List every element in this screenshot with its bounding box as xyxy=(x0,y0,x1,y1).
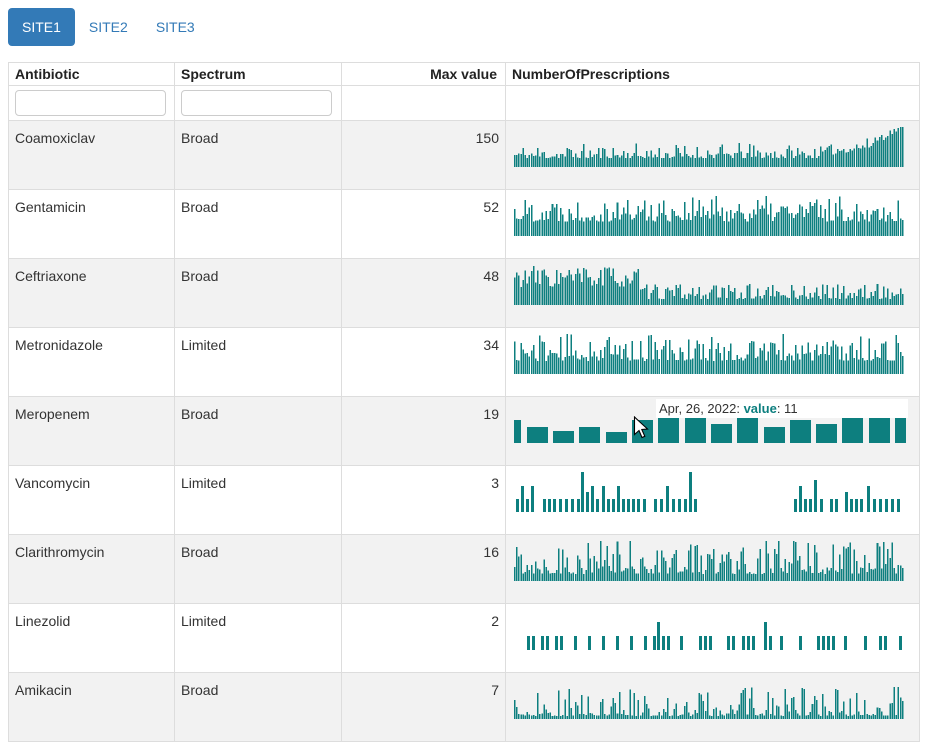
max-value-cell: 150 xyxy=(341,120,506,190)
sparkline-cell xyxy=(505,603,920,673)
antibiotic-cell: Coamoxiclav xyxy=(8,120,175,190)
prescriptions-sparkline[interactable] xyxy=(514,610,908,651)
table-row: Linezolid Limited 2 xyxy=(8,603,920,673)
table-row: Metronidazole Limited 34 xyxy=(8,327,920,397)
antibiotic-cell: Clarithromycin xyxy=(8,534,175,604)
table-row: Ceftriaxone Broad 48 xyxy=(8,258,920,328)
column-header-spectrum[interactable]: Spectrum xyxy=(174,62,342,86)
spectrum-cell: Broad xyxy=(174,120,342,190)
spectrum-cell: Broad xyxy=(174,189,342,259)
antibiotic-cell: Ceftriaxone xyxy=(8,258,175,328)
prescriptions-sparkline[interactable] xyxy=(514,472,908,513)
spectrum-cell: Broad xyxy=(174,396,342,466)
column-header-max-value[interactable]: Max value xyxy=(341,62,506,86)
max-value-cell: 3 xyxy=(341,465,506,535)
mouse-cursor-icon xyxy=(633,416,649,439)
prescriptions-sparkline[interactable] xyxy=(514,127,908,168)
column-header-prescriptions[interactable]: NumberOfPrescriptions xyxy=(505,62,920,86)
prescriptions-sparkline[interactable] xyxy=(514,541,908,582)
table-row: Vancomycin Limited 3 xyxy=(8,465,920,535)
filter-cell-empty xyxy=(505,85,920,121)
prescriptions-sparkline[interactable] xyxy=(514,679,908,720)
sparkline-tooltip: Apr, 26, 2022: value: 11 xyxy=(656,399,908,418)
spectrum-cell: Broad xyxy=(174,534,342,604)
antibiotic-cell: Vancomycin xyxy=(8,465,175,535)
tab-site2[interactable]: SITE2 xyxy=(88,19,128,35)
sparkline-cell xyxy=(505,120,920,190)
sparkline-cell xyxy=(505,327,920,397)
antibiotics-table: Antibiotic Spectrum Max value NumberOfPr… xyxy=(8,62,920,742)
sparkline-cell: Apr, 26, 2022: value: 11 xyxy=(505,396,920,466)
table-row: Clarithromycin Broad 16 xyxy=(8,534,920,604)
sparkline-cell xyxy=(505,189,920,259)
tooltip-series-key: value xyxy=(743,401,777,416)
table-row: Coamoxiclav Broad 150 xyxy=(8,120,920,190)
spectrum-cell: Broad xyxy=(174,672,342,742)
site-tabs: SITE1 SITE2 SITE3 xyxy=(8,8,919,46)
table-row: Gentamicin Broad 52 xyxy=(8,189,920,259)
max-value-cell: 7 xyxy=(341,672,506,742)
header-row: Antibiotic Spectrum Max value NumberOfPr… xyxy=(8,62,920,86)
spectrum-filter-input[interactable] xyxy=(181,90,332,116)
antibiotic-cell: Meropenem xyxy=(8,396,175,466)
antibiotic-cell: Linezolid xyxy=(8,603,175,673)
sparkline-cell xyxy=(505,258,920,328)
max-value-cell: 52 xyxy=(341,189,506,259)
antibiotic-filter-input[interactable] xyxy=(15,90,166,116)
filter-row xyxy=(8,85,920,121)
table-row: Amikacin Broad 7 xyxy=(8,672,920,742)
antibiotic-cell: Gentamicin xyxy=(8,189,175,259)
filter-cell-empty xyxy=(341,85,506,121)
antibiotic-cell: Metronidazole xyxy=(8,327,175,397)
max-value-cell: 16 xyxy=(341,534,506,604)
spectrum-cell: Limited xyxy=(174,465,342,535)
max-value-cell: 2 xyxy=(341,603,506,673)
spectrum-cell: Limited xyxy=(174,603,342,673)
table-row: Meropenem Broad 19 Apr, 26, 2022: value: 11 xyxy=(8,396,920,466)
prescriptions-sparkline[interactable]: Apr, 26, 2022: value: 11 xyxy=(514,399,908,444)
spectrum-cell: Broad xyxy=(174,258,342,328)
tooltip-date: Apr, 26, 2022: xyxy=(659,401,744,416)
spectrum-cell: Limited xyxy=(174,327,342,397)
sparkline-cell xyxy=(505,465,920,535)
max-value-cell: 48 xyxy=(341,258,506,328)
max-value-cell: 19 xyxy=(341,396,506,466)
tooltip-value: : 11 xyxy=(776,401,798,416)
sparkline-cell xyxy=(505,534,920,604)
column-header-antibiotic[interactable]: Antibiotic xyxy=(8,62,175,86)
tab-site1[interactable]: SITE1 xyxy=(8,8,75,46)
prescriptions-sparkline[interactable] xyxy=(514,196,908,237)
prescriptions-sparkline[interactable] xyxy=(514,334,908,375)
tab-site3[interactable]: SITE3 xyxy=(155,19,195,35)
antibiotic-cell: Amikacin xyxy=(8,672,175,742)
max-value-cell: 34 xyxy=(341,327,506,397)
sparkline-cell xyxy=(505,672,920,742)
prescriptions-sparkline[interactable] xyxy=(514,265,908,306)
